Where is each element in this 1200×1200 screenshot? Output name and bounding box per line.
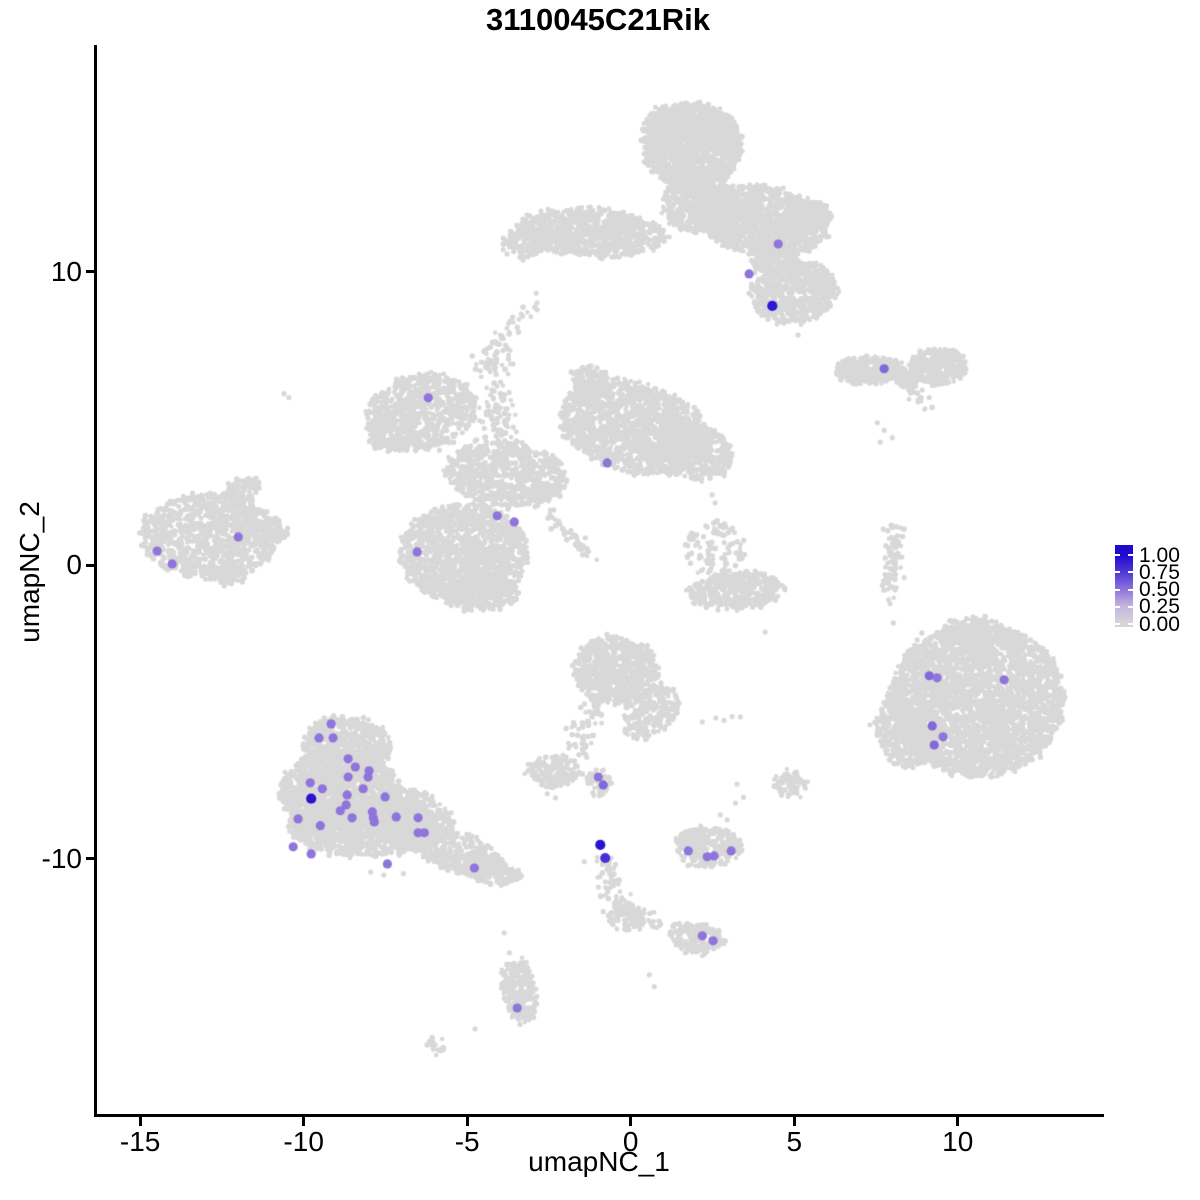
- legend-tick-mark: [1128, 623, 1133, 625]
- y-axis-line: [94, 45, 97, 1117]
- x-axis-line: [94, 1114, 1104, 1117]
- x-tick-label: 10: [942, 1126, 974, 1157]
- x-tick-mark: [956, 1117, 960, 1126]
- x-tick-mark: [465, 1117, 469, 1126]
- legend-tick-mark: [1128, 554, 1133, 556]
- legend-label: 0.75: [1139, 560, 1180, 584]
- legend-label: 1.00: [1139, 543, 1180, 567]
- legend-colorbar: [1115, 545, 1133, 627]
- legend-label: 0.50: [1139, 578, 1180, 601]
- y-tick-mark: [86, 857, 95, 861]
- legend-tick-mark: [1128, 571, 1133, 574]
- legend-tick-mark: [1128, 588, 1133, 591]
- x-tick-label: 5: [786, 1126, 803, 1157]
- x-tick-label: -10: [283, 1126, 324, 1157]
- legend-label: 0.00: [1139, 612, 1180, 636]
- y-tick-label: 0: [66, 549, 82, 581]
- x-tick-mark: [138, 1117, 142, 1126]
- legend-label: 0.25: [1139, 595, 1180, 619]
- x-tick-label: 0: [622, 1126, 639, 1157]
- x-tick-mark: [302, 1117, 306, 1126]
- y-tick-label: -10: [41, 842, 82, 874]
- y-tick-label: 10: [50, 255, 82, 287]
- x-tick-mark: [629, 1117, 633, 1126]
- y-tick-mark: [86, 563, 95, 567]
- legend-tick-mark: [1128, 605, 1133, 608]
- x-tick-label: -15: [119, 1126, 161, 1157]
- x-tick-mark: [792, 1117, 796, 1126]
- legend-tick-mark: [1115, 571, 1120, 574]
- x-tick-label: -5: [454, 1126, 480, 1157]
- y-tick-mark: [86, 270, 95, 274]
- x-axis-title: umapNC_1: [528, 1146, 670, 1177]
- legend-tick-mark: [1115, 623, 1120, 625]
- legend-tick-mark: [1115, 554, 1120, 556]
- legend-tick-mark: [1115, 605, 1120, 608]
- legend-tick-mark: [1115, 588, 1120, 591]
